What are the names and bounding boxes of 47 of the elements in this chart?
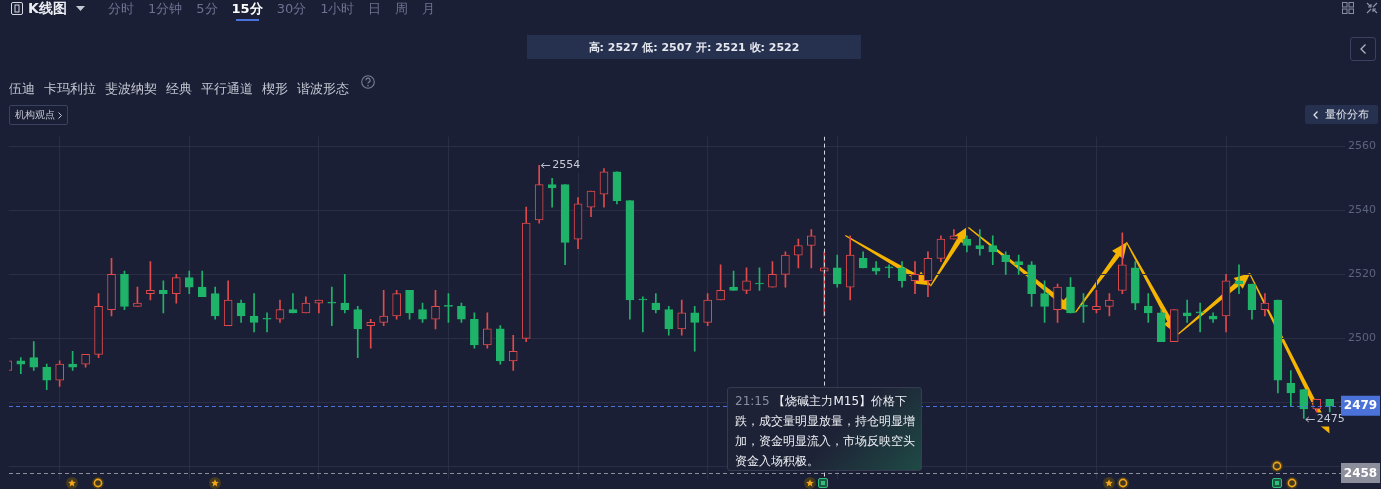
- y-tick-label: 2500: [1348, 331, 1376, 345]
- y-tick-label: 2520: [1348, 267, 1376, 281]
- candlestick: [340, 274, 350, 314]
- info-bar: 高: 2527 低: 2507 开: 2521 收: 2522: [527, 35, 861, 59]
- chart-title: K线图: [28, 0, 67, 16]
- text: 楔形: [262, 80, 288, 97]
- candlestick: [884, 264, 894, 278]
- candlestick: [288, 293, 298, 314]
- text: 分时: [108, 0, 134, 17]
- text: 卡玛利拉: [44, 80, 96, 97]
- candlestick: [1234, 264, 1244, 294]
- y-tick-label: 2560: [1348, 139, 1376, 153]
- candlestick: [1143, 293, 1153, 323]
- chip: 机构观点: [9, 105, 68, 125]
- text: 30分: [276, 0, 307, 17]
- chart-subtitle: 高: 2527 低: 2507 开: 2521 收: 2522: [588, 39, 800, 55]
- candlestick: [547, 177, 557, 208]
- text: 谐波形态: [297, 80, 349, 97]
- candlestick: [366, 318, 376, 349]
- text: 5分: [196, 0, 218, 17]
- text: 伍迪: [9, 80, 35, 97]
- text: 日: [368, 0, 382, 17]
- candlestick: [975, 229, 985, 256]
- y-tick-label: 2540: [1348, 203, 1376, 217]
- text: 经典: [166, 80, 192, 97]
- candlestick: [690, 306, 700, 352]
- text: 1小时: [320, 0, 355, 17]
- text: 周: [395, 0, 409, 17]
- ref-line-label: 2479: [1343, 398, 1378, 413]
- text: 斐波纳契: [105, 80, 157, 97]
- candlestick: [327, 286, 337, 326]
- text: 1分钟: [148, 0, 183, 17]
- text: 月: [422, 0, 436, 17]
- candlestick: [1014, 254, 1024, 275]
- candlestick: [1182, 299, 1192, 323]
- annotation: 2475: [1316, 412, 1345, 426]
- candlestick: [638, 296, 648, 333]
- candlestick: [1195, 302, 1205, 333]
- ref-line-label: 2458: [1343, 465, 1378, 480]
- button: 量价分布: [1305, 105, 1378, 124]
- text: 15分: [231, 0, 263, 17]
- candlestick: [262, 312, 272, 333]
- tooltip: 21:15 【烧碱主力M15】价格下跌，成交量明显放量，持仓明显增加，资金明显流入，市场反映空头资金入场积极。: [727, 387, 922, 471]
- candlestick: [988, 235, 998, 266]
- annotation: 2554: [552, 158, 581, 172]
- annotation: 21:15: [735, 394, 771, 408]
- text: 平行通道: [201, 80, 253, 97]
